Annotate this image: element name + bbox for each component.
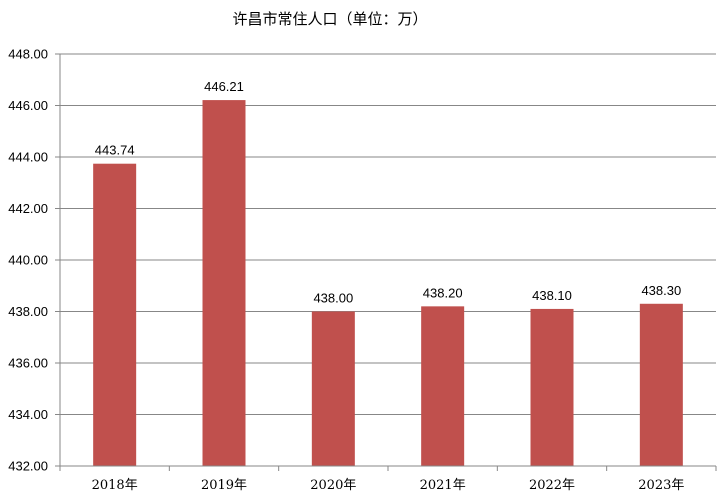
y-tick-label: 442.00 <box>8 201 48 216</box>
bars <box>93 100 683 466</box>
bar <box>421 306 465 466</box>
data-label: 438.20 <box>423 285 463 300</box>
y-tick-label: 444.00 <box>8 150 48 165</box>
bar <box>311 311 355 466</box>
bar <box>530 308 574 466</box>
x-axis-ticks: 2018年 2019年 2020年 2021年 2022年 2023年 <box>59 466 717 493</box>
y-tick-label: 440.00 <box>8 253 48 268</box>
data-label: 446.21 <box>204 79 244 94</box>
y-tick-label: 446.00 <box>8 98 48 113</box>
data-label: 438.10 <box>532 288 572 303</box>
y-axis-ticks: 432.00 434.00 436.00 438.00 440.00 442.00 444.… <box>8 47 60 474</box>
y-tick-label: 436.00 <box>8 356 48 371</box>
bar <box>93 163 137 466</box>
bar <box>639 303 683 466</box>
x-tick-label: 2018年 <box>92 478 138 493</box>
bar <box>202 100 246 466</box>
x-tick-label: 2022年 <box>529 478 575 493</box>
data-labels: 443.74 446.21 438.00 438.20 438.10 438.30 <box>95 79 681 305</box>
y-tick-label: 438.00 <box>8 304 48 319</box>
chart-title: 许昌市常住人口（单位：万） <box>232 10 427 28</box>
x-tick-label: 2019年 <box>201 478 247 493</box>
gridlines <box>60 53 716 467</box>
y-tick-label: 434.00 <box>8 407 48 422</box>
y-tick-label: 448.00 <box>8 47 48 62</box>
x-tick-label: 2021年 <box>420 478 466 493</box>
data-label: 438.00 <box>313 291 353 306</box>
x-tick-label: 2020年 <box>310 478 356 493</box>
data-label: 438.30 <box>641 283 681 298</box>
data-label: 443.74 <box>95 143 135 158</box>
x-tick-label: 2023年 <box>638 478 684 493</box>
y-tick-label: 432.00 <box>8 459 48 474</box>
